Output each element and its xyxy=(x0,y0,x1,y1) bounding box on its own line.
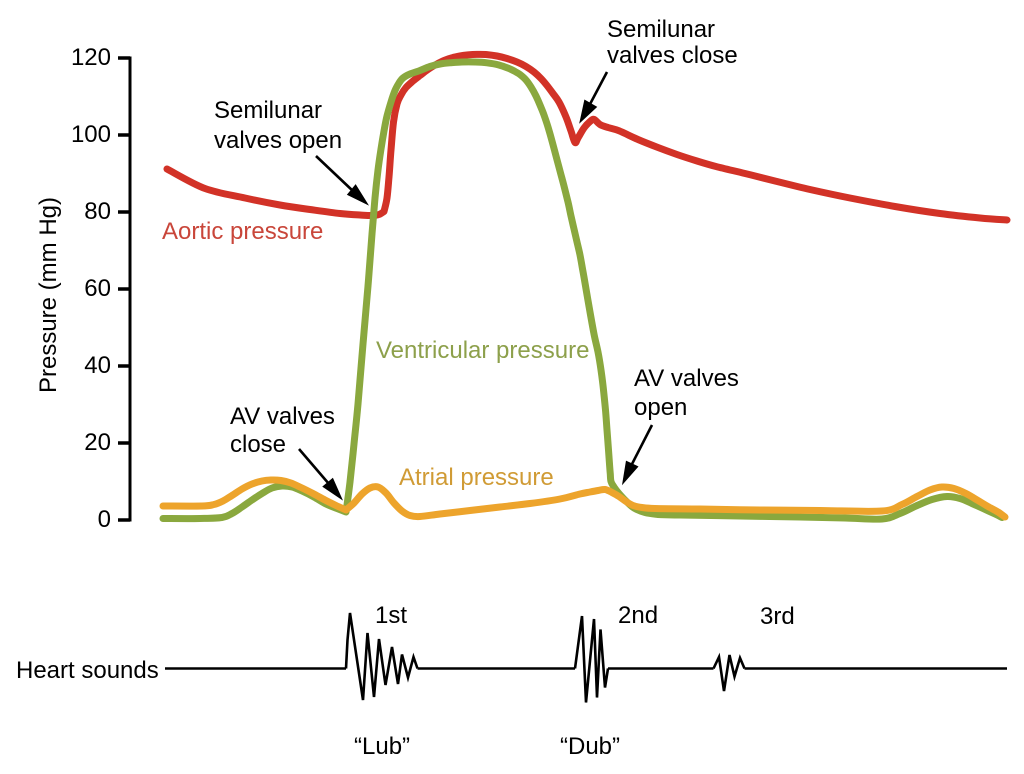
svg-text:3rd: 3rd xyxy=(760,603,795,630)
svg-text:100: 100 xyxy=(71,121,111,148)
svg-text:Pressure (mm Hg): Pressure (mm Hg) xyxy=(35,197,62,393)
svg-text:close: close xyxy=(230,431,286,458)
svg-text:AV valves: AV valves xyxy=(230,403,335,430)
svg-text:40: 40 xyxy=(84,352,111,379)
svg-text:Semilunar: Semilunar xyxy=(214,97,322,124)
svg-text:“Dub”: “Dub” xyxy=(560,733,620,760)
svg-text:2nd: 2nd xyxy=(618,602,658,629)
svg-text:80: 80 xyxy=(84,198,111,225)
svg-text:60: 60 xyxy=(84,275,111,302)
svg-text:0: 0 xyxy=(98,506,111,533)
svg-text:AV valves: AV valves xyxy=(634,365,739,392)
svg-text:Semilunar: Semilunar xyxy=(607,16,715,43)
svg-text:Atrial pressure: Atrial pressure xyxy=(399,464,554,491)
svg-text:1st: 1st xyxy=(375,602,407,629)
svg-text:valves close: valves close xyxy=(607,42,738,69)
svg-text:valves open: valves open xyxy=(214,127,342,154)
svg-text:“Lub”: “Lub” xyxy=(354,733,410,760)
svg-text:Ventricular pressure: Ventricular pressure xyxy=(376,337,589,364)
svg-text:Aortic pressure: Aortic pressure xyxy=(162,218,323,245)
svg-text:Heart sounds: Heart sounds xyxy=(16,657,159,684)
svg-text:open: open xyxy=(634,394,687,421)
svg-text:20: 20 xyxy=(84,429,111,456)
svg-text:120: 120 xyxy=(71,44,111,71)
